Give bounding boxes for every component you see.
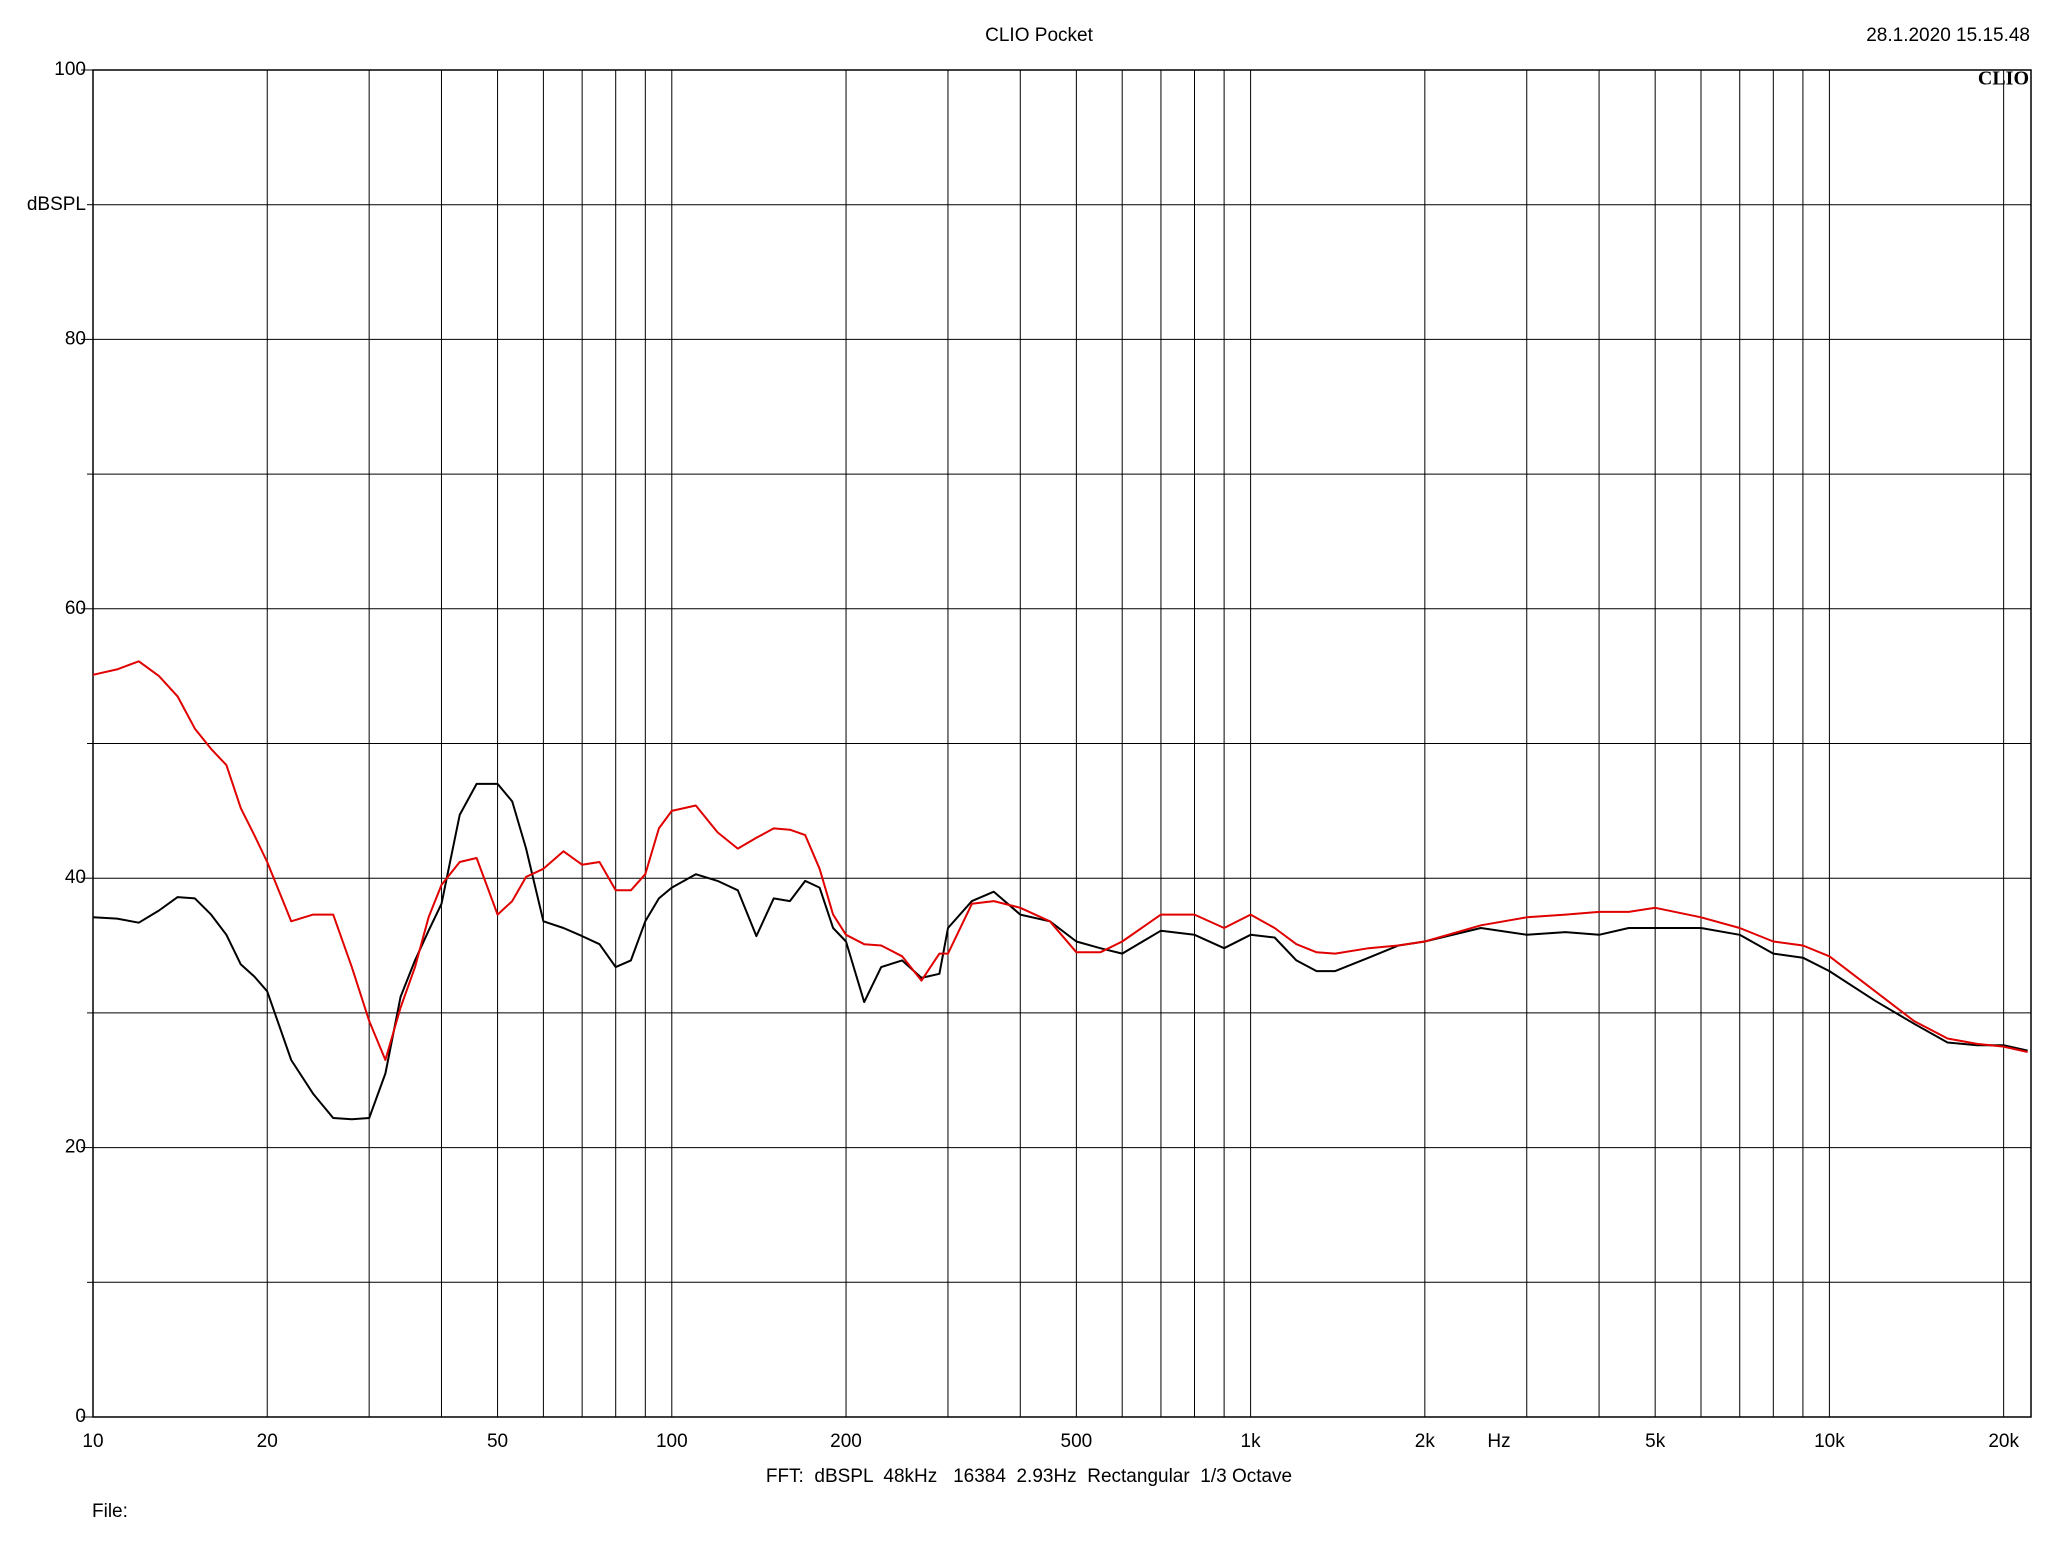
file-label: File: [92,1501,128,1522]
y-tick-label: 0 [75,1406,86,1427]
footer: FFT: dBSPL 48kHz 16384 2.93Hz Rectangula… [766,1466,1292,1487]
x-tick-label: 2k [1415,1431,1436,1452]
chart-title: CLIO Pocket [985,25,1093,46]
x-tick-label: 10k [1814,1431,1845,1452]
y-tick-label: 20 [65,1137,86,1158]
y-tick-label: 100 [54,59,86,80]
y-tick-label: 40 [65,867,86,888]
x-tick-label: 500 [1061,1431,1093,1452]
x-tick-label: 50 [487,1431,508,1452]
y-tick-label: 80 [65,328,86,349]
series-line [92,660,2028,1061]
y-axis-label: dBSPL [27,194,86,215]
timestamp: 28.1.2020 15.15.48 [1866,25,2030,46]
x-tick-label: 20k [1988,1431,2019,1452]
x-tick-label: 100 [656,1431,688,1452]
x-tick-label: 20 [257,1431,278,1452]
x-tick-label: 1k [1241,1431,1262,1452]
series-line [92,782,2028,1121]
plot-frame [92,69,2032,1418]
x-tick-label: 200 [830,1431,862,1452]
x-tick-label: 5k [1645,1431,1666,1452]
x-axis-label: Hz [1487,1431,1510,1452]
y-tick-label: 60 [65,598,86,619]
x-tick-label: 10 [82,1431,103,1452]
